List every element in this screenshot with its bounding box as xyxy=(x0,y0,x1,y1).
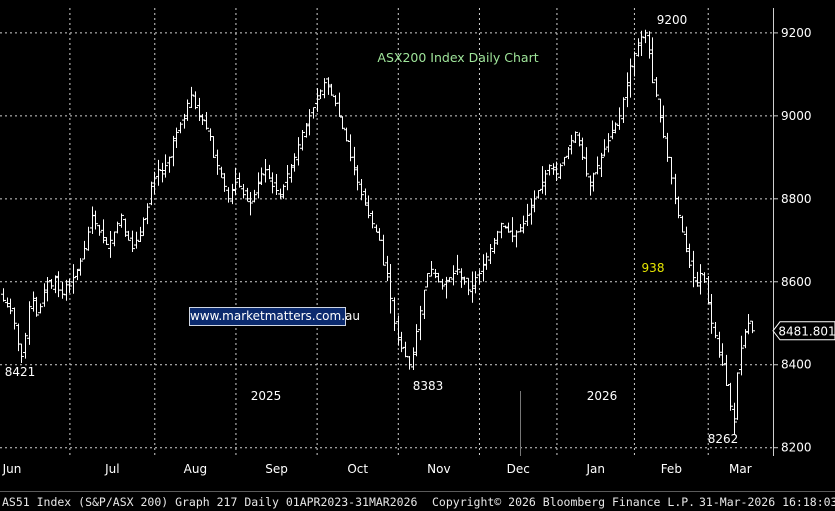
year-label: 2025 xyxy=(251,389,282,403)
x-tick-label: Nov xyxy=(427,462,450,476)
x-tick-label: Oct xyxy=(347,462,368,476)
y-tick-label: 8600 xyxy=(781,275,812,289)
year-label: 2026 xyxy=(587,389,618,403)
y-tick-label: 8200 xyxy=(781,441,812,455)
grid-lines xyxy=(0,8,773,456)
chart-title: ASX200 Index Daily Chart xyxy=(377,50,538,65)
footer-bar: AS51 Index (S&P/ASX 200) Graph 217 Daily… xyxy=(0,491,835,511)
price-chart: 8200 8400 8600 8800 9000 9200 Jun Jul Aug Sep Oct N… xyxy=(0,8,835,476)
y-tick-label: 9000 xyxy=(781,109,812,123)
footer-copyright: Copyright© 2026 Bloomberg Finance L.P. xyxy=(432,495,696,509)
annotation-label: 9200 xyxy=(657,13,688,27)
last-price-label: 8481.801 xyxy=(778,324,835,338)
annotation-label: 8421 xyxy=(5,365,36,379)
annotations: 8481.801 9200 8421 8383 8262 938 xyxy=(5,13,835,446)
y-tick-label: 9200 xyxy=(781,26,812,40)
y-tick-label: 8800 xyxy=(781,192,812,206)
annotation-label: 8383 xyxy=(413,379,444,393)
ohlc-bars xyxy=(1,29,755,435)
axes: 8200 8400 8600 8800 9000 9200 Jun Jul Aug Sep Oct N… xyxy=(2,8,812,476)
annotation-label: 938 xyxy=(642,261,665,275)
footer-security-info: AS51 Index (S&P/ASX 200) Graph 217 Daily… xyxy=(2,495,418,509)
annotation-label: 8262 xyxy=(708,432,739,446)
website-watermark[interactable]: www.marketmatters.com.au xyxy=(189,307,360,326)
footer-timestamp: 31-Mar-2026 16:18:03 xyxy=(699,495,835,509)
y-tick-label: 8400 xyxy=(781,358,812,372)
x-tick-label: Mar xyxy=(729,462,752,476)
x-tick-label: Aug xyxy=(184,462,207,476)
x-tick-label: Sep xyxy=(265,462,288,476)
x-tick-label: Jun xyxy=(2,462,22,476)
x-tick-label: Feb xyxy=(661,462,682,476)
x-tick-label: Jul xyxy=(104,462,119,476)
x-tick-label: Jan xyxy=(585,462,605,476)
last-price-tag xyxy=(772,321,835,341)
x-tick-label: Dec xyxy=(507,462,530,476)
